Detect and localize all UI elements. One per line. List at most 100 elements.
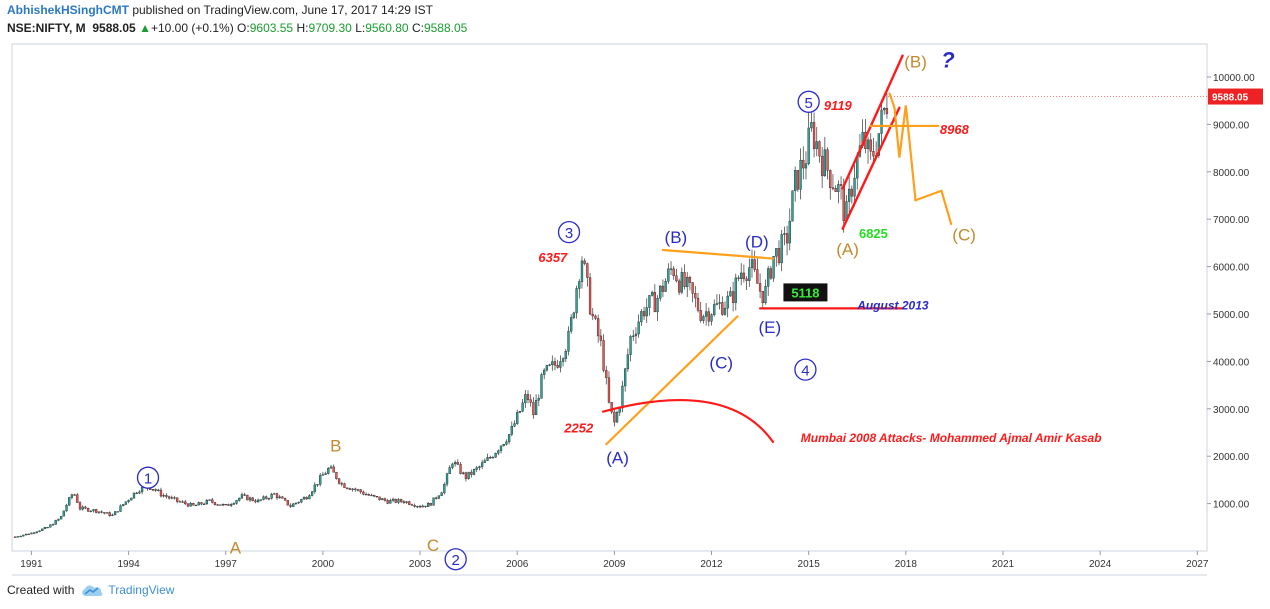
candle-body <box>181 501 184 503</box>
y-tick-label: 1000.00 <box>1213 500 1250 511</box>
candle-body <box>354 488 357 490</box>
x-tick-label: 1997 <box>215 559 238 570</box>
candle-body <box>580 260 584 282</box>
candle-body <box>300 499 303 503</box>
candle-body <box>294 502 298 505</box>
candle-body <box>745 278 748 281</box>
author-name[interactable]: AbhishekHSinghCMT <box>7 3 129 17</box>
candle-body <box>440 492 443 496</box>
candle-body <box>105 512 109 514</box>
wave-circle <box>794 358 817 381</box>
candle-body <box>823 149 827 177</box>
candle-body <box>624 368 627 387</box>
candle-body <box>524 394 527 404</box>
candle-body <box>319 475 322 485</box>
candle-body <box>540 374 543 399</box>
ohlc-line: NSE:NIFTY, M 9588.05 ▲+10.00 (+0.1%) O:9… <box>7 21 467 35</box>
candle-body <box>729 291 732 297</box>
tradingview-link[interactable]: TradingView <box>80 583 174 597</box>
candle-body <box>543 369 546 375</box>
candle-body <box>788 220 791 244</box>
last-price: 9588.05 <box>92 21 136 35</box>
candle-body <box>445 473 449 485</box>
candle-body <box>742 272 746 280</box>
candle-body <box>151 489 155 491</box>
candle-body <box>49 524 52 528</box>
candle-body <box>489 457 492 459</box>
price-annotation: 9119 <box>824 98 853 113</box>
candle-body <box>750 259 754 268</box>
candle-body <box>783 233 786 235</box>
candle-body <box>413 505 416 507</box>
candle-body <box>278 496 281 499</box>
candle-body <box>807 127 810 164</box>
candle-body <box>510 426 513 435</box>
candle-body <box>818 141 821 157</box>
candle-body <box>448 467 451 474</box>
candle-body <box>885 108 889 115</box>
wave-circle <box>557 221 581 244</box>
candle-body <box>302 497 306 500</box>
candle-body <box>591 313 594 317</box>
candle-body <box>321 474 325 476</box>
candle-body <box>594 315 597 319</box>
candle-body <box>427 503 430 507</box>
candle-body <box>92 509 95 512</box>
candle-body <box>273 493 276 495</box>
y-tick-label: 8000.00 <box>1213 168 1250 179</box>
candle-body <box>259 499 262 501</box>
candle-body <box>470 471 473 475</box>
candle-body <box>437 495 441 499</box>
candle-body <box>680 272 683 293</box>
candle-body <box>421 505 424 508</box>
tradingview-brand: TradingView <box>108 583 175 597</box>
candle-body <box>162 495 165 497</box>
candle-body <box>205 500 208 505</box>
candle-body <box>642 311 646 317</box>
candle-body <box>397 499 400 503</box>
candle-body <box>634 333 638 337</box>
candle-body <box>532 402 535 416</box>
candle-body <box>97 511 101 513</box>
candle-body <box>370 494 373 497</box>
candle-body <box>748 267 751 281</box>
candle-body <box>127 499 130 502</box>
candle-body <box>119 505 122 512</box>
candle-body <box>408 501 411 505</box>
candle-body <box>731 291 735 303</box>
candle-body <box>19 535 22 538</box>
candle-body <box>613 411 616 423</box>
candle-body <box>389 500 392 504</box>
candle-body <box>203 503 206 505</box>
candle-body <box>157 489 160 491</box>
candle-body <box>154 489 157 491</box>
candle-body <box>586 263 589 278</box>
candle-body <box>89 510 92 512</box>
candle-body <box>664 281 667 292</box>
x-tick-label: 2000 <box>312 559 335 570</box>
candle-body <box>637 321 640 335</box>
candle-body <box>869 139 872 152</box>
candle-body <box>86 507 90 512</box>
publish-line: AbhishekHSinghCMT published on TradingVi… <box>7 3 433 17</box>
candle-body <box>332 466 335 473</box>
candle-body <box>76 494 79 503</box>
candle-body <box>68 497 71 506</box>
open-label: O: <box>237 21 250 35</box>
candle-body <box>691 282 694 294</box>
candle-body <box>383 498 387 501</box>
tradingview-cloud-icon <box>82 585 103 596</box>
candle-body <box>564 351 567 359</box>
candle-body <box>507 434 511 443</box>
candle-body <box>794 170 797 192</box>
candle-body <box>62 510 65 517</box>
candle-body <box>502 444 505 447</box>
candle-body <box>780 234 783 264</box>
candle-body <box>710 314 713 322</box>
candle-body <box>785 233 789 244</box>
y-tick-label: 3000.00 <box>1213 405 1250 416</box>
candle-body <box>839 184 843 186</box>
candle-body <box>578 281 581 289</box>
candle-body <box>810 122 813 129</box>
